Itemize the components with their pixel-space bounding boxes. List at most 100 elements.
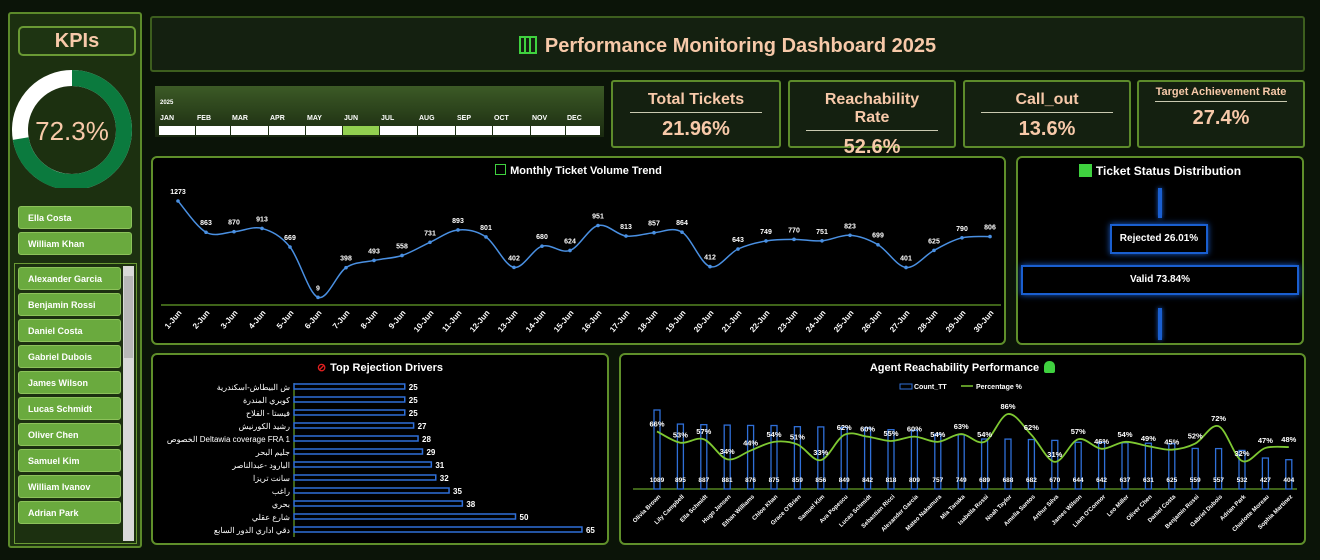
monthly-trend-panel: Monthly Ticket Volume Trend 1273 1-Jun 863… xyxy=(151,156,1006,345)
data-point xyxy=(512,265,516,270)
funnel-stem xyxy=(1158,308,1162,340)
agent-panel: Agent Reachability Performance Count_TT P… xyxy=(619,353,1306,545)
percentage-label: 86% xyxy=(1000,402,1015,411)
data-point xyxy=(260,226,264,231)
x-tick-label: 1-Jun xyxy=(163,308,184,330)
percentage-label: 53% xyxy=(673,431,688,440)
data-label: 913 xyxy=(256,216,268,223)
category-label: رشيد الكورنيش xyxy=(239,422,290,431)
count-label: 670 xyxy=(1049,477,1060,484)
line-chart: 1273 1-Jun 863 2-Jun 870 3-Jun 913 4-Jun 669 5-Ju… xyxy=(161,189,1001,334)
count-bar xyxy=(700,424,708,490)
check-icon xyxy=(1078,164,1092,177)
agent-slicer-item[interactable]: Lucas Schmidt xyxy=(18,397,121,420)
data-label: 398 xyxy=(340,256,352,263)
month-button-oct[interactable] xyxy=(493,126,530,135)
count-bar xyxy=(1238,449,1246,490)
data-label: 790 xyxy=(956,226,968,233)
bar-value: 25 xyxy=(409,396,418,405)
data-label: 870 xyxy=(228,220,240,227)
count-bar xyxy=(1121,442,1129,490)
percentage-label: 66% xyxy=(649,419,664,428)
count-label: 557 xyxy=(1213,477,1224,484)
data-point xyxy=(932,248,936,253)
month-button-jun[interactable] xyxy=(343,126,379,135)
month-button-may[interactable] xyxy=(306,126,342,135)
data-point xyxy=(680,230,684,234)
scrollbar[interactable] xyxy=(123,266,134,541)
count-bar xyxy=(1285,459,1293,490)
month-button-mar[interactable] xyxy=(231,126,268,135)
count-label: 876 xyxy=(745,477,756,484)
selected-agent[interactable]: William Khan xyxy=(18,232,132,255)
month-label: MAR xyxy=(232,115,248,122)
month-label: MAY xyxy=(307,115,322,122)
count-label: 427 xyxy=(1260,477,1271,484)
percentage-label: 54% xyxy=(930,430,945,439)
category-label: شارع عقلي xyxy=(252,513,290,522)
x-tick-label: 6-Jun xyxy=(303,308,324,330)
percentage-label: 49% xyxy=(1141,434,1156,443)
data-point xyxy=(232,229,236,234)
agent-slicer-item[interactable]: William Ivanov xyxy=(18,475,121,498)
data-label: 801 xyxy=(480,225,492,232)
count-bar xyxy=(1261,457,1270,490)
percentage-label: 57% xyxy=(696,427,711,436)
x-tick-label: 20-Jun xyxy=(692,308,716,334)
x-tick-label: 27-Jun xyxy=(888,308,912,334)
month-button-sep[interactable] xyxy=(456,126,492,135)
bar-value: 25 xyxy=(409,383,418,392)
agent-slicer-item[interactable]: Gabriel Dubois xyxy=(18,345,121,368)
data-label: 806 xyxy=(984,225,996,232)
chart-title: Agent Reachability Performance xyxy=(869,362,1040,374)
bar-value: 38 xyxy=(466,500,475,509)
x-tick-label: 28-Jun xyxy=(916,308,940,334)
count-bar xyxy=(980,438,989,490)
count-bar xyxy=(934,433,942,490)
selected-agent[interactable]: Ella Costa xyxy=(18,206,132,229)
x-tick-label: 13-Jun xyxy=(496,308,520,334)
check-icon xyxy=(495,164,507,175)
agent-slicer-item[interactable]: Oliver Chen xyxy=(18,423,121,446)
kpi-gauge: 72.3% xyxy=(12,70,132,188)
month-button-jul[interactable] xyxy=(380,126,417,135)
agent-slicer-item[interactable]: Adrian Park xyxy=(18,501,121,524)
month-button-nov[interactable] xyxy=(531,126,565,135)
data-point xyxy=(820,238,824,243)
category-label: الخصوص Deltawia coverage FRA 1 xyxy=(167,435,291,444)
agent-slicer-item[interactable]: Benjamin Rossi xyxy=(18,293,121,316)
x-tick-label: 14-Jun xyxy=(524,308,548,334)
count-label: 842 xyxy=(862,477,873,484)
x-tick-label: 21-Jun xyxy=(720,308,744,334)
page-title: Performance Monitoring Dashboard 2025 xyxy=(544,35,937,57)
month-button-dec[interactable] xyxy=(566,126,600,135)
x-tick-label: 26-Jun xyxy=(860,308,884,334)
x-tick-label: 18-Jun xyxy=(636,308,660,334)
data-point xyxy=(316,295,320,300)
bar-value: 28 xyxy=(422,435,431,444)
kpi-label: Total Tickets xyxy=(629,91,763,113)
kpis-title: KPIs xyxy=(18,26,136,56)
count-label: 637 xyxy=(1120,477,1131,484)
agent-slicer-item[interactable]: Daniel Costa xyxy=(18,319,121,342)
month-button-aug[interactable] xyxy=(418,126,455,135)
month-label: JUN xyxy=(344,115,359,122)
count-label: 875 xyxy=(769,477,780,484)
bar xyxy=(293,500,464,507)
month-button-jan[interactable] xyxy=(159,126,195,135)
month-button-apr[interactable] xyxy=(269,126,305,135)
count-label: 644 xyxy=(1073,477,1084,484)
scrollbar-thumb[interactable] xyxy=(124,276,133,358)
data-point xyxy=(204,230,208,235)
bar-value: 65 xyxy=(586,526,595,535)
gauge-fill xyxy=(12,70,132,188)
trend-line xyxy=(177,200,991,299)
month-label: NOV xyxy=(532,115,548,122)
agent-slicer-item[interactable]: Alexander Garcia xyxy=(18,267,121,290)
percentage-label: 62% xyxy=(1024,423,1039,432)
agent-slicer-item[interactable]: Samuel Kim xyxy=(18,449,121,472)
month-label: OCT xyxy=(494,115,509,122)
agent-slicer-item[interactable]: James Wilson xyxy=(18,371,121,394)
month-button-feb[interactable] xyxy=(196,126,230,135)
